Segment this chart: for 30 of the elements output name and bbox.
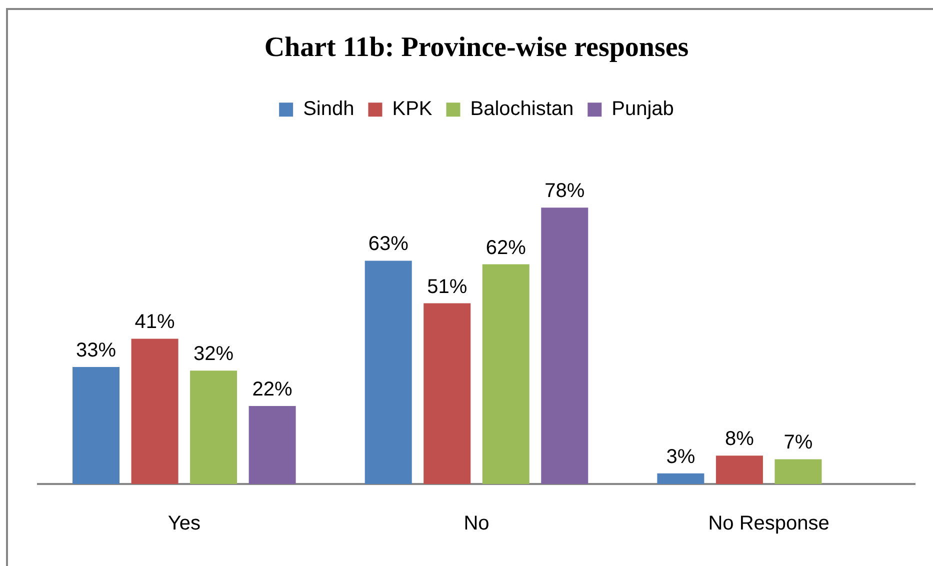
bar bbox=[131, 338, 178, 484]
bar bbox=[72, 367, 120, 484]
bar bbox=[774, 459, 822, 484]
bar bbox=[248, 406, 296, 484]
bar bbox=[482, 264, 530, 484]
bar bbox=[364, 260, 412, 484]
bar bbox=[716, 456, 763, 484]
bar bbox=[541, 208, 588, 484]
data-label: 51% bbox=[427, 276, 468, 298]
bar bbox=[657, 473, 704, 484]
data-label: 63% bbox=[368, 233, 409, 256]
x-tick-label: No Response bbox=[708, 512, 830, 535]
x-tick-label: No bbox=[464, 512, 490, 535]
legend-label: Punjab bbox=[612, 98, 674, 120]
chart-title: Chart 11b: Province-wise responses bbox=[264, 32, 689, 64]
data-label: 78% bbox=[544, 180, 585, 202]
legend-label: Balochistan bbox=[470, 98, 574, 120]
data-label: 22% bbox=[252, 378, 293, 401]
legend-label: Sindh bbox=[303, 98, 354, 120]
data-label: 41% bbox=[134, 311, 176, 334]
legend-label: KPK bbox=[392, 98, 433, 120]
data-label: 32% bbox=[194, 343, 234, 366]
data-label: 7% bbox=[784, 432, 813, 454]
data-label: 8% bbox=[725, 428, 754, 450]
bar bbox=[424, 303, 471, 484]
bar bbox=[190, 370, 238, 484]
x-tick-label: Yes bbox=[168, 512, 200, 535]
data-label: 33% bbox=[76, 340, 116, 362]
data-label: 3% bbox=[666, 446, 696, 468]
data-label: 62% bbox=[486, 236, 526, 259]
